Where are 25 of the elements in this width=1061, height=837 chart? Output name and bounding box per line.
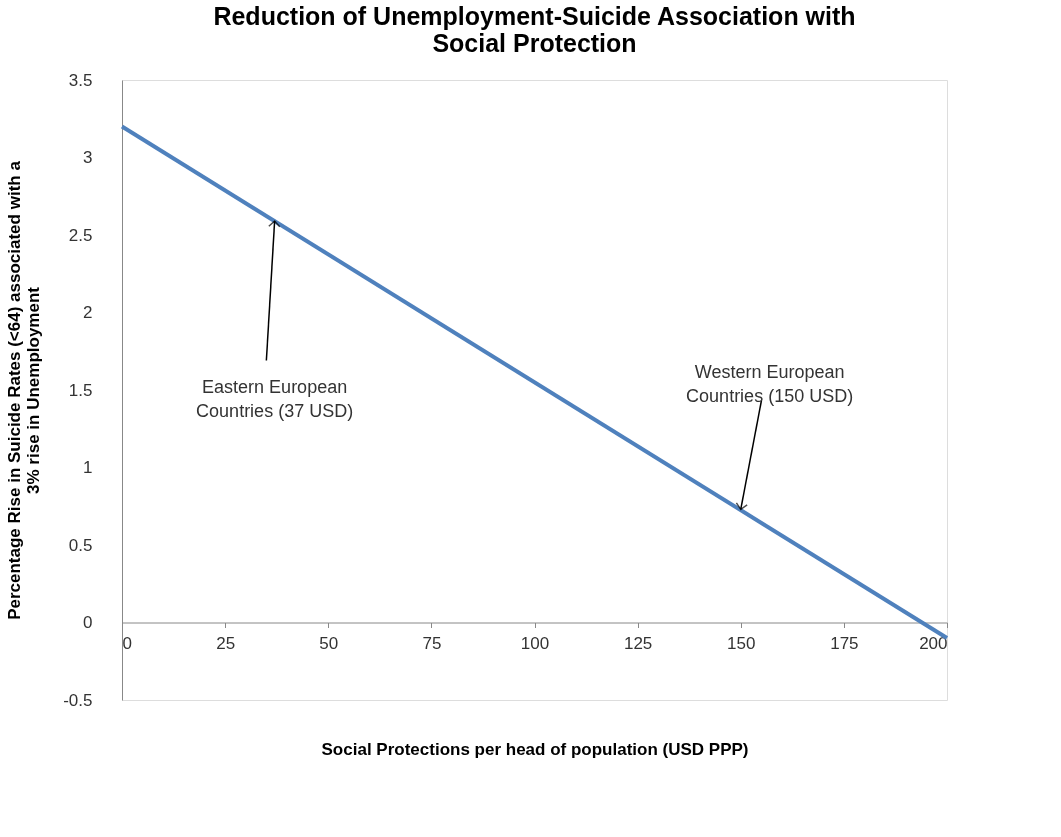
x-tick-label: 50 [319,634,339,653]
y-tick-label: 3 [83,148,93,167]
y-tick-label: 1.5 [68,380,93,400]
y-tick-label: -0.5 [63,690,93,710]
x-tick-label: 75 [422,634,442,653]
y-tick-label: 3.5 [68,70,93,90]
y-tick-label: 0.5 [68,535,93,555]
x-tick-label: 200 [919,634,948,653]
x-tick-label: 150 [727,634,756,653]
text: Social Protection [432,29,637,57]
y-tick-label: 2.5 [68,225,93,245]
x-tick-label: 175 [830,634,859,653]
y-tick-label: 0 [83,613,93,632]
text: Percentage Rise in Suicide Rates (<64) associated with a [5,161,25,620]
y-tick-label: 2 [83,303,93,322]
x-tick-label: 25 [216,634,236,653]
x-tick-label: 125 [623,634,653,653]
text: Reduction of Unemployment-Suicide Association with [213,2,856,30]
x-axis-title: Social Protections per head of population (USD PPP) [321,739,749,759]
x-tick-label: 0 [122,634,132,653]
x-tick-label: 100 [520,634,550,653]
text: 3% rise in Unemployment [24,287,44,494]
annotation: Western European Countries (150 USD) [686,362,854,407]
annotation: Eastern European Countries (37 USD) [196,377,354,422]
y-tick-label: 1 [83,458,93,477]
